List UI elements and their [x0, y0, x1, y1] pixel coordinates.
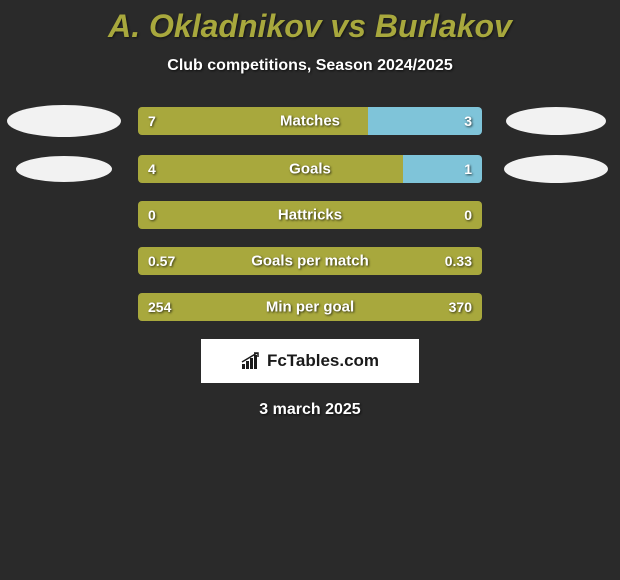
stat-row: Matches 7 3 [0, 105, 620, 137]
stat-label: Min per goal [266, 299, 354, 316]
stat-label: Goals [289, 161, 331, 178]
stat-value-left: 4 [148, 161, 156, 177]
player-right-marker [504, 155, 608, 183]
stat-value-left: 0.57 [148, 253, 175, 269]
brand-text: FcTables.com [267, 351, 379, 371]
stat-value-left: 0 [148, 207, 156, 223]
stat-label: Matches [280, 113, 340, 130]
stats-list: Matches 7 3 Goals 4 1 Hattricks 0 0 Goals per mat… [0, 105, 620, 321]
footer-date: 3 march 2025 [0, 401, 620, 419]
page-title: A. Okladnikov vs Burlakov [0, 8, 620, 45]
stat-value-left: 7 [148, 113, 156, 129]
player-right-marker [506, 107, 606, 135]
stat-value-right: 0 [464, 207, 472, 223]
stat-bar: Goals per match 0.57 0.33 [138, 247, 482, 275]
brand-badge: FcTables.com [201, 339, 419, 383]
player-left-marker [7, 105, 121, 137]
stat-bar: Matches 7 3 [138, 107, 482, 135]
bar-segment-left [138, 155, 403, 183]
stat-value-left: 254 [148, 299, 171, 315]
comparison-infographic: A. Okladnikov vs Burlakov Club competiti… [0, 0, 620, 419]
stat-value-right: 370 [449, 299, 472, 315]
stat-row: Min per goal 254 370 [0, 293, 620, 321]
subtitle: Club competitions, Season 2024/2025 [0, 57, 620, 75]
stat-row: Goals per match 0.57 0.33 [0, 247, 620, 275]
stat-bar: Hattricks 0 0 [138, 201, 482, 229]
player-left-marker [16, 156, 112, 182]
stat-row: Goals 4 1 [0, 155, 620, 183]
stat-value-right: 1 [464, 161, 472, 177]
stat-label: Hattricks [278, 207, 342, 224]
stat-value-right: 0.33 [445, 253, 472, 269]
stat-bar: Min per goal 254 370 [138, 293, 482, 321]
bar-chart-icon [241, 352, 261, 370]
stat-bar: Goals 4 1 [138, 155, 482, 183]
stat-value-right: 3 [464, 113, 472, 129]
stat-row: Hattricks 0 0 [0, 201, 620, 229]
stat-label: Goals per match [251, 253, 369, 270]
